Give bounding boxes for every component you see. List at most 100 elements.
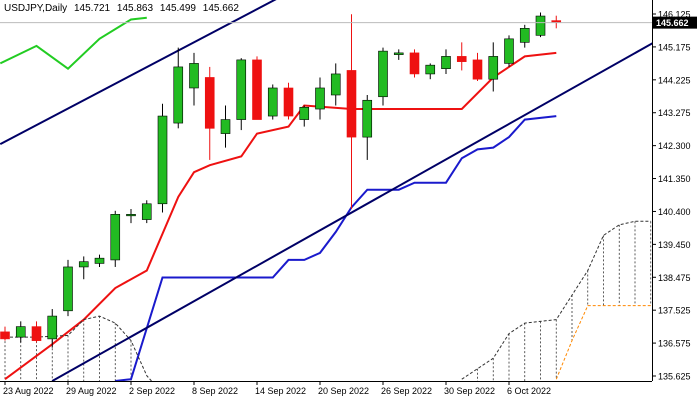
cloud-hatch-layer — [4, 221, 652, 381]
indicator-line-0 — [0, 16, 147, 70]
candle — [0, 326, 10, 341]
candle-body — [236, 59, 247, 120]
candle-body — [504, 38, 514, 64]
candle — [252, 56, 262, 120]
y-axis-ticks: 146.125 145.175 144.225 143.275 142.300 141.3… — [652, 10, 691, 382]
candle — [126, 209, 136, 224]
x-tick-label: 20 Sep 2022 — [318, 386, 369, 396]
candle — [141, 200, 152, 224]
indicator-line-5 — [555, 305, 651, 380]
candle — [31, 321, 42, 343]
candle-body — [31, 326, 42, 341]
y-tick-label: 143.275 — [658, 108, 691, 118]
candle — [472, 52, 483, 81]
candle — [504, 35, 514, 67]
y-tick-label: 146.125 — [658, 10, 691, 20]
candle — [267, 84, 278, 120]
candle — [299, 105, 310, 127]
low-value: 145.499 — [159, 3, 196, 14]
candle-body — [519, 28, 530, 43]
x-tick-label: 6 Oct 2022 — [507, 386, 551, 396]
candle — [173, 47, 184, 129]
y-tick-label: 142.300 — [658, 141, 691, 151]
candle-body — [378, 50, 388, 98]
x-tick-label: 30 Sep 2022 — [444, 386, 495, 396]
indicator-line-2 — [115, 115, 557, 381]
trendline-0 — [0, 0, 277, 146]
y-tick-label: 141.350 — [658, 174, 691, 184]
y-tick-label: 138.475 — [658, 273, 691, 283]
candle-body — [283, 87, 294, 117]
y-tick-label: 136.575 — [658, 339, 691, 349]
axes — [0, 0, 653, 382]
close-value: 145.662 — [202, 3, 239, 14]
candle-body — [535, 15, 546, 36]
current-price-tag: 145.662 — [653, 16, 697, 29]
candle-body — [78, 261, 89, 268]
trendlines-layer — [0, 0, 652, 381]
candle — [15, 321, 26, 343]
open-value: 145.721 — [73, 3, 111, 14]
candle-body — [472, 59, 483, 80]
candle-body — [15, 326, 26, 338]
candle — [63, 259, 73, 317]
candle — [362, 94, 373, 160]
candle-body — [173, 66, 184, 124]
candle — [110, 210, 121, 267]
y-tick-label: 137.525 — [658, 306, 691, 316]
candle-body — [362, 99, 373, 138]
candle-body — [456, 56, 467, 62]
candle — [551, 15, 562, 29]
y-tick-label: 144.225 — [658, 75, 691, 85]
y-tick-label: 145.175 — [658, 42, 691, 52]
candle-body — [299, 106, 310, 120]
y-tick-label: 139.450 — [658, 240, 691, 250]
candle — [346, 14, 357, 210]
x-tick-label: 29 Aug 2022 — [66, 386, 117, 396]
candle-body — [0, 331, 10, 340]
candle-body — [267, 87, 278, 117]
candle — [220, 105, 231, 148]
candles-layer — [0, 12, 562, 348]
candle-body — [110, 214, 121, 261]
candle-body — [393, 52, 404, 55]
candle-body — [141, 203, 152, 220]
candle-body — [315, 87, 325, 110]
candle — [189, 52, 199, 106]
candle-body — [126, 214, 136, 217]
candle-body — [94, 257, 105, 264]
candle-body — [330, 73, 341, 96]
trendline-1 — [51, 42, 652, 381]
indicator-line-3 — [5, 315, 152, 381]
candle — [47, 309, 58, 348]
candle — [204, 66, 215, 160]
candle-body — [157, 115, 168, 205]
candle — [94, 254, 105, 267]
indicator-lines-layer — [0, 16, 651, 381]
candle — [393, 49, 404, 60]
candle-body — [425, 64, 436, 75]
candle — [456, 42, 467, 71]
high-value: 145.863 — [116, 3, 154, 14]
x-tick-label: 23 Aug 2022 — [3, 386, 54, 396]
x-tick-label: 8 Sep 2022 — [192, 386, 238, 396]
candle — [441, 49, 451, 74]
candle-body — [220, 119, 231, 134]
current-price-label: 145.662 — [656, 18, 689, 28]
candle — [425, 63, 436, 80]
candle — [315, 77, 325, 120]
candle — [330, 63, 341, 106]
chart-header: USDJPY,Daily 145.721 145.863 145.499 145… — [4, 3, 243, 14]
candle-body — [189, 63, 199, 89]
candle-body — [409, 52, 420, 75]
candle — [535, 12, 546, 38]
candle — [378, 47, 388, 106]
candle — [236, 58, 247, 131]
x-tick-label: 14 Sep 2022 — [255, 386, 306, 396]
candle — [78, 256, 89, 280]
x-tick-label: 2 Sep 2022 — [129, 386, 175, 396]
candle — [409, 49, 420, 78]
y-tick-label: 135.625 — [658, 372, 691, 382]
symbol-label: USDJPY,Daily — [4, 3, 68, 14]
